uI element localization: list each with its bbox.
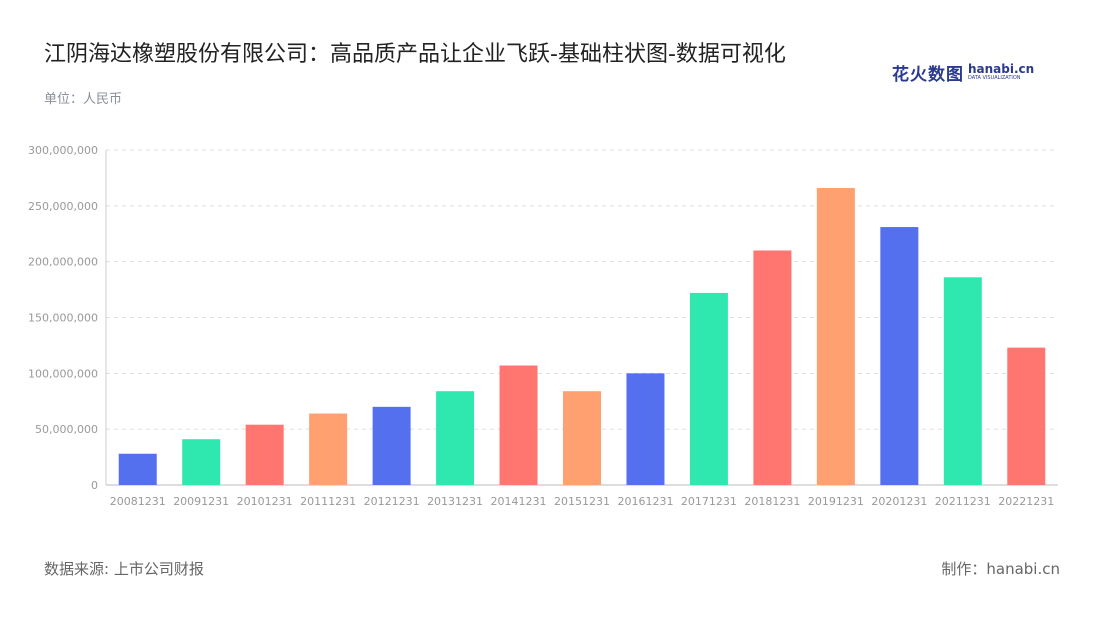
brand-logo: 花火数图 hanabi.cn DATA VISUALIZATION bbox=[892, 60, 1034, 85]
logo-en-text: hanabi.cn bbox=[968, 62, 1035, 76]
bar bbox=[626, 373, 665, 485]
logo-en-block: hanabi.cn DATA VISUALIZATION bbox=[968, 63, 1034, 81]
x-tick-label: 20201231 bbox=[871, 495, 927, 508]
x-tick-label: 20181231 bbox=[744, 495, 800, 508]
x-tick-label: 20161231 bbox=[617, 495, 673, 508]
x-tick-label: 20081231 bbox=[110, 495, 166, 508]
y-tick-label: 300,000,000 bbox=[28, 144, 98, 157]
bar bbox=[1007, 347, 1046, 485]
y-tick-label: 150,000,000 bbox=[28, 312, 98, 325]
logo-cn-text: 花火数图 bbox=[892, 64, 964, 85]
x-tick-label: 20211231 bbox=[935, 495, 991, 508]
y-tick-label: 100,000,000 bbox=[28, 367, 98, 380]
x-tick-label: 20151231 bbox=[554, 495, 610, 508]
x-tick-label: 20091231 bbox=[173, 495, 229, 508]
bar bbox=[816, 187, 855, 485]
bar bbox=[689, 292, 728, 485]
bar bbox=[309, 413, 348, 485]
bar bbox=[943, 277, 982, 485]
x-tick-label: 20101231 bbox=[237, 495, 293, 508]
y-tick-label: 50,000,000 bbox=[35, 423, 98, 436]
bar bbox=[245, 424, 284, 485]
x-tick-label: 20191231 bbox=[808, 495, 864, 508]
chart-title: 江阴海达橡塑股份有限公司：高品质产品让企业飞跃-基础柱状图-数据可视化 bbox=[44, 42, 786, 67]
bar bbox=[118, 453, 157, 485]
x-tick-label: 20131231 bbox=[427, 495, 483, 508]
x-tick-label: 20221231 bbox=[998, 495, 1054, 508]
x-tick-label: 20141231 bbox=[491, 495, 547, 508]
y-tick-label: 250,000,000 bbox=[28, 200, 98, 213]
bar bbox=[563, 391, 601, 485]
logo-en-sub: DATA VISUALIZATION bbox=[968, 75, 1021, 81]
bar bbox=[880, 227, 919, 486]
credit-label: 制作：hanabi.cn bbox=[941, 560, 1060, 578]
bar bbox=[753, 250, 792, 485]
x-tick-label: 20111231 bbox=[300, 495, 356, 508]
bar bbox=[436, 391, 475, 485]
data-source: 数据来源: 上市公司财报 bbox=[44, 560, 204, 578]
unit-label: 单位：人民币 bbox=[44, 92, 123, 107]
bar bbox=[499, 365, 538, 485]
x-tick-label: 20171231 bbox=[681, 495, 737, 508]
y-tick-label: 200,000,000 bbox=[28, 256, 98, 269]
bar bbox=[372, 406, 411, 485]
x-tick-label: 20121231 bbox=[364, 495, 420, 508]
bar bbox=[182, 439, 221, 485]
y-tick-label: 0 bbox=[91, 479, 98, 492]
